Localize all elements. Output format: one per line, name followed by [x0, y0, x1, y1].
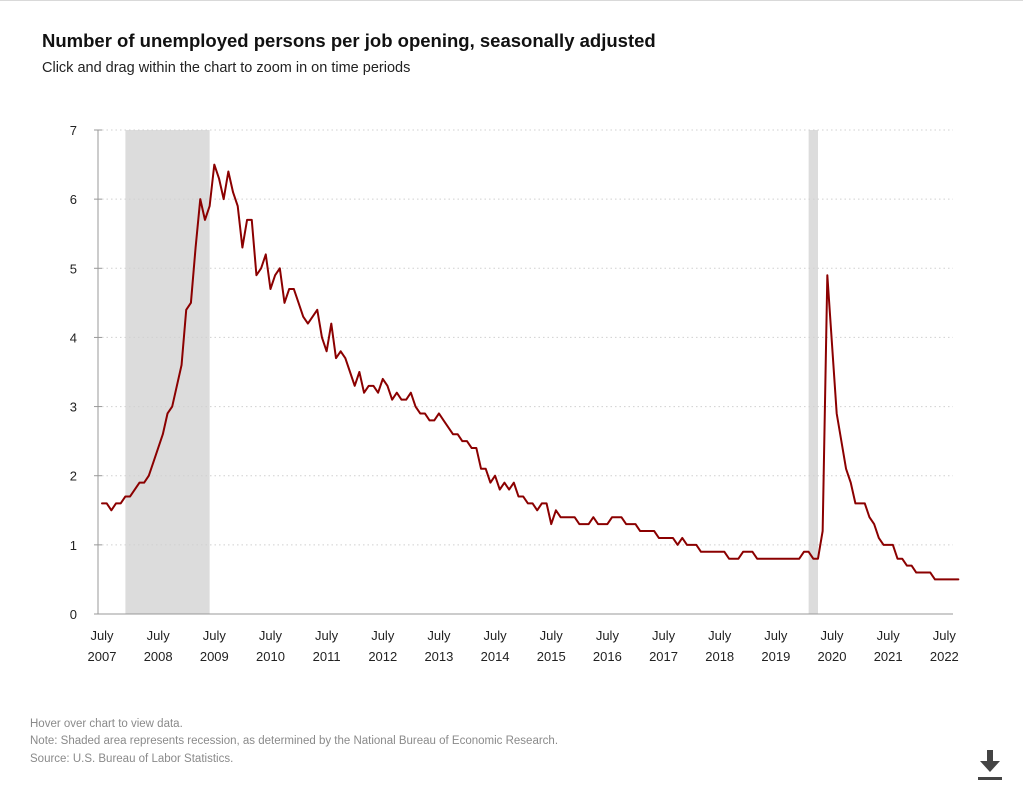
x-tick-label-year: 2014: [481, 649, 510, 664]
chart-notes: Hover over chart to view data. Note: Sha…: [30, 716, 558, 768]
x-tick-label-year: 2019: [761, 649, 790, 664]
x-tick-label-year: 2018: [705, 649, 734, 664]
x-tick-label-month: July: [90, 628, 114, 643]
y-tick-label: 0: [70, 607, 77, 622]
x-tick-label-month: July: [203, 628, 227, 643]
x-tick-label-month: July: [540, 628, 564, 643]
x-tick-label-month: July: [371, 628, 395, 643]
x-tick-label-month: July: [877, 628, 901, 643]
recession-note: Note: Shaded area represents recession, …: [30, 735, 559, 748]
x-tick-label-month: July: [708, 628, 732, 643]
line-chart[interactable]: 0 1 2 3 4 5 6 7 July 2007 July 2008 July 2009 July 2010…: [0, 110, 1000, 670]
chart-title: Number of unemployed persons per job ope…: [42, 30, 656, 51]
x-tick-label-year: 2007: [88, 649, 117, 664]
x-tick-label-year: 2013: [424, 649, 453, 664]
x-tick-label-month: July: [427, 628, 451, 643]
x-tick-label-month: July: [147, 628, 171, 643]
recession-band: [808, 130, 818, 614]
x-tick-label-year: 2008: [144, 649, 173, 664]
recession-band: [125, 130, 210, 614]
y-tick-label: 3: [70, 400, 77, 415]
series-line[interactable]: [101, 163, 960, 581]
y-tick-label: 2: [70, 469, 77, 484]
x-tick-label-year: 2009: [200, 649, 229, 664]
x-tick-label-month: July: [652, 628, 676, 643]
x-tick-label-month: July: [484, 628, 508, 643]
x-tick-label-year: 2015: [537, 649, 566, 664]
x-tick-label-year: 2021: [874, 649, 903, 664]
x-tick-label-month: July: [315, 628, 339, 643]
source-note: Source: U.S. Bureau of Labor Statistics.: [30, 752, 234, 765]
y-tick-label: 5: [70, 261, 77, 276]
x-tick-label-month: July: [764, 628, 788, 643]
y-tick-label: 7: [70, 123, 77, 138]
x-tick-label-year: 2010: [256, 649, 285, 664]
x-tick-label-year: 2017: [649, 649, 678, 664]
download-button[interactable]: [974, 748, 1006, 782]
x-tick-label-year: 2022: [930, 649, 959, 664]
chart-subtitle: Click and drag within the chart to zoom …: [42, 60, 411, 76]
x-tick-label-year: 2011: [313, 649, 341, 664]
x-tick-label-year: 2020: [818, 649, 847, 664]
top-divider: [0, 0, 1023, 1]
download-icon: [978, 750, 1002, 780]
x-tick-label-month: July: [820, 628, 844, 643]
x-tick-label-year: 2016: [593, 649, 622, 664]
y-tick-label: 6: [70, 192, 77, 207]
hover-hint: Hover over chart to view data.: [30, 718, 183, 730]
x-tick-label-month: July: [596, 628, 620, 643]
y-tick-label: 1: [70, 538, 77, 553]
y-tick-label: 4: [70, 330, 77, 345]
x-tick-label-month: July: [259, 628, 283, 643]
x-tick-label-year: 2012: [368, 649, 397, 664]
x-tick-label-month: July: [933, 628, 957, 643]
